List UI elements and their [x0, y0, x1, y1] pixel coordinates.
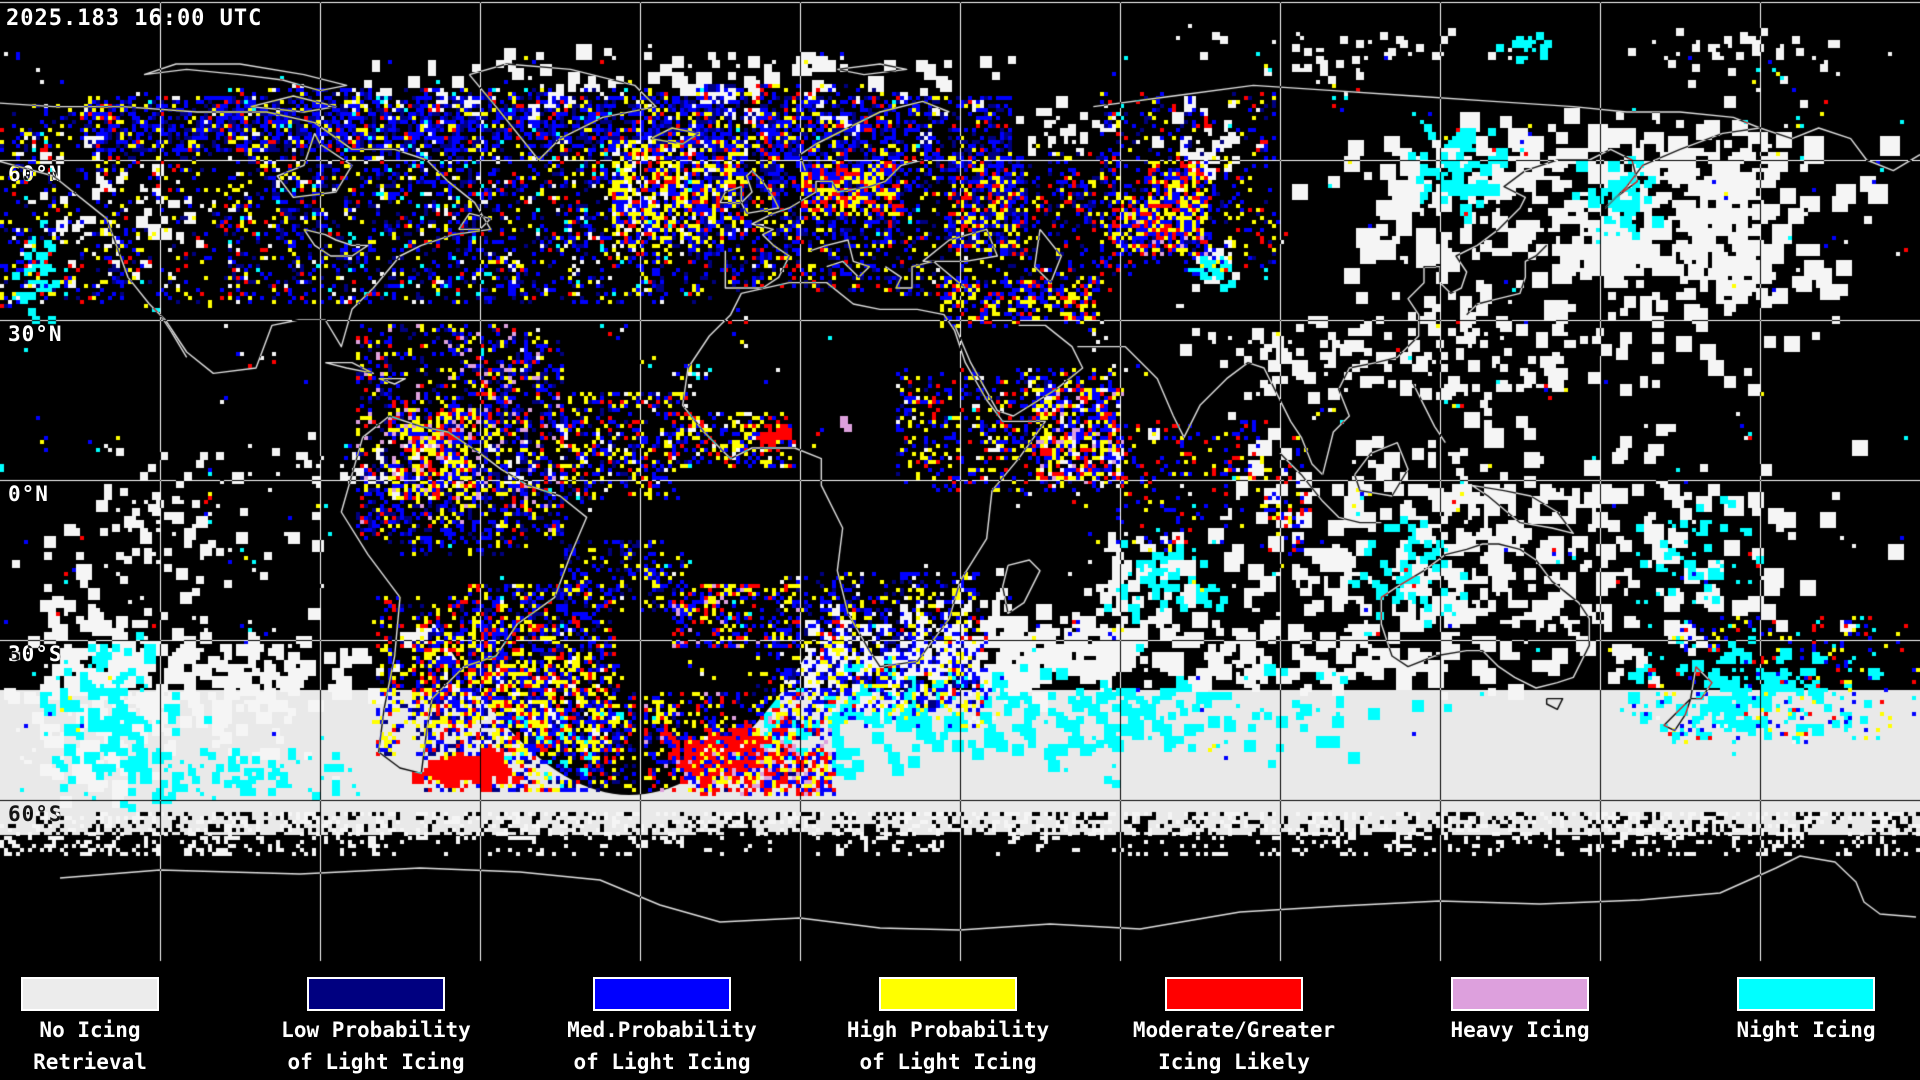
legend-label-line: Icing Likely	[1158, 1050, 1310, 1074]
latitude-label: 30°S	[8, 642, 63, 666]
legend-swatch	[1165, 977, 1303, 1011]
legend-item: No Icing Retrieval	[0, 963, 210, 1075]
latitude-label: 30°N	[8, 322, 63, 346]
legend-item: Moderate/Greater Icing Likely	[1114, 963, 1354, 1075]
legend-item: Night Icing	[1686, 963, 1920, 1043]
legend-label-line: No Icing	[39, 1018, 141, 1042]
legend-swatch	[1451, 977, 1589, 1011]
legend-swatch	[1737, 977, 1875, 1011]
legend-label-line: Med.Probability	[567, 1018, 757, 1042]
legend-swatch	[879, 977, 1017, 1011]
legend-swatch	[21, 977, 159, 1011]
legend-label-line: Low Probability	[281, 1018, 471, 1042]
legend-label-line: of Light Icing	[859, 1050, 1037, 1074]
legend-bar: No Icing Retrieval Low Probability of Light…	[0, 963, 1920, 1080]
legend-swatch	[307, 977, 445, 1011]
legend-item: Med.Probability of Light Icing	[542, 963, 782, 1075]
legend-label-line: High Probability	[846, 1018, 1050, 1042]
legend-item: High Probability of Light Icing	[828, 963, 1068, 1075]
legend-label-line: Night Icing	[1736, 1018, 1876, 1042]
world-icing-map-image	[0, 0, 1920, 963]
legend-label-line: of Light Icing	[573, 1050, 751, 1074]
legend-label-line: of Light Icing	[287, 1050, 465, 1074]
latitude-label: 60°S	[8, 802, 63, 826]
legend-item: Low Probability of Light Icing	[256, 963, 496, 1075]
timestamp-label: 2025.183 16:00 UTC	[6, 6, 263, 31]
legend-label-line: Moderate/Greater	[1132, 1018, 1336, 1042]
latitude-label: 60°N	[8, 162, 63, 186]
legend-label-line: Retrieval	[33, 1050, 147, 1074]
latitude-label: 0°N	[8, 482, 49, 506]
legend-item: Heavy Icing	[1400, 963, 1640, 1043]
legend-swatch	[593, 977, 731, 1011]
legend-label-line: Heavy Icing	[1450, 1018, 1590, 1042]
